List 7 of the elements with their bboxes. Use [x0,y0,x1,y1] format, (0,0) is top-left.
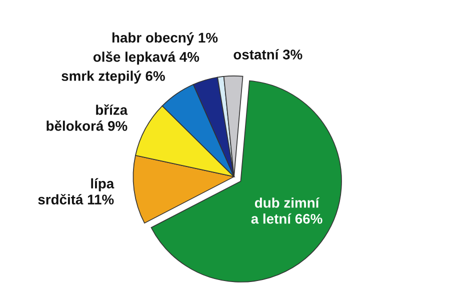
slice-label: smrk ztepilý 6% [62,70,165,84]
slice-label: lípa srdčitá 11% [38,178,114,204]
slice-label: bříza bělokorá 9% [46,104,128,131]
slice-label: olše lepkavá 4% [93,51,200,65]
slice-label: dub zimní a letní 66% [251,197,322,224]
slice-label: habr obecný 1% [112,32,218,46]
slice-label: ostatní 3% [234,49,302,60]
